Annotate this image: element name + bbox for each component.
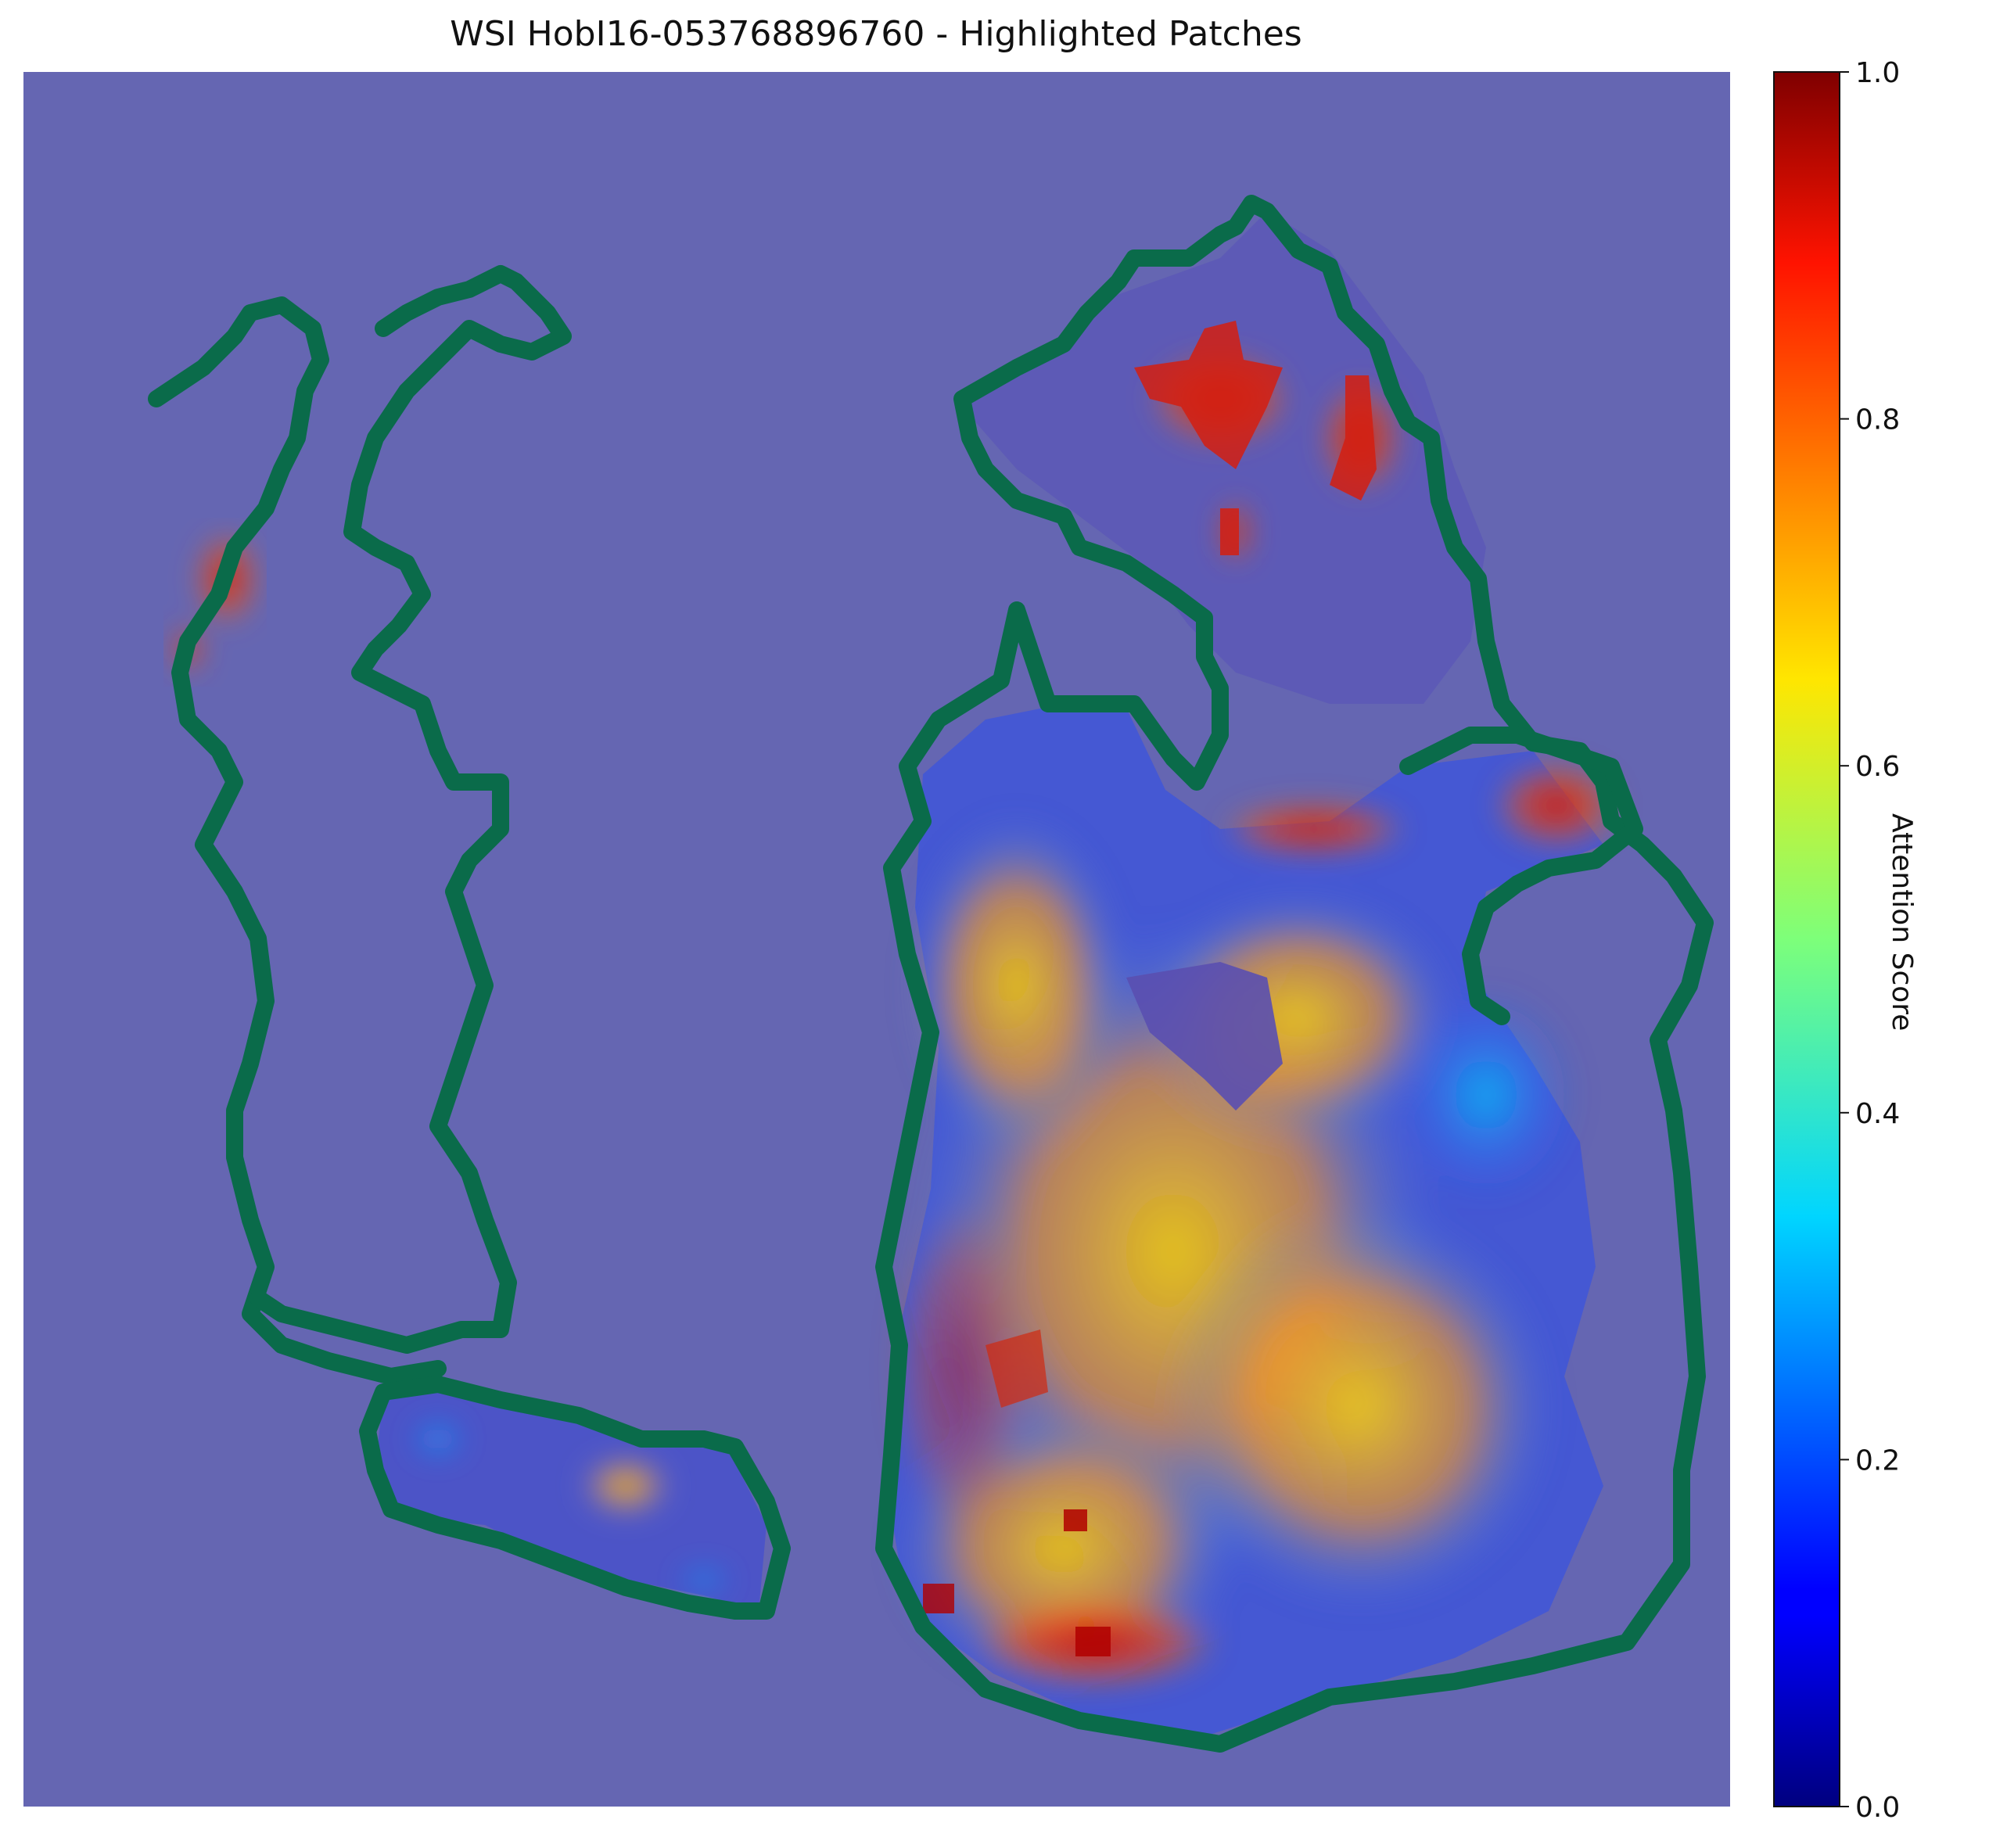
tissue-region-bottom bbox=[375, 1384, 767, 1611]
colorbar-tick-label: 0.2 bbox=[1855, 1444, 1900, 1477]
colorbar-tick-label: 0.6 bbox=[1855, 751, 1900, 783]
colorbar: 0.0 0.2 0.4 0.6 0.8 1.0 bbox=[1773, 57, 1900, 1824]
colorbar-ticks: 0.0 0.2 0.4 0.6 0.8 1.0 bbox=[1840, 57, 1900, 1824]
colorbar-gradient bbox=[1773, 71, 1840, 1807]
colorbar-tick-label: 0.0 bbox=[1855, 1792, 1900, 1824]
colorbar-tick-label: 0.4 bbox=[1855, 1098, 1900, 1130]
figure-title: WSI HobI16-053768896760 - Highlighted Pa… bbox=[450, 14, 1302, 54]
colorbar-tick-label: 0.8 bbox=[1855, 404, 1900, 436]
colorbar-tick-label: 1.0 bbox=[1855, 57, 1900, 89]
slide-image bbox=[23, 72, 1730, 1807]
tissue-contours bbox=[148, 195, 1714, 1753]
colorbar-label: Attention Score bbox=[1886, 813, 1918, 1032]
tissue-region-main bbox=[884, 704, 1619, 1736]
